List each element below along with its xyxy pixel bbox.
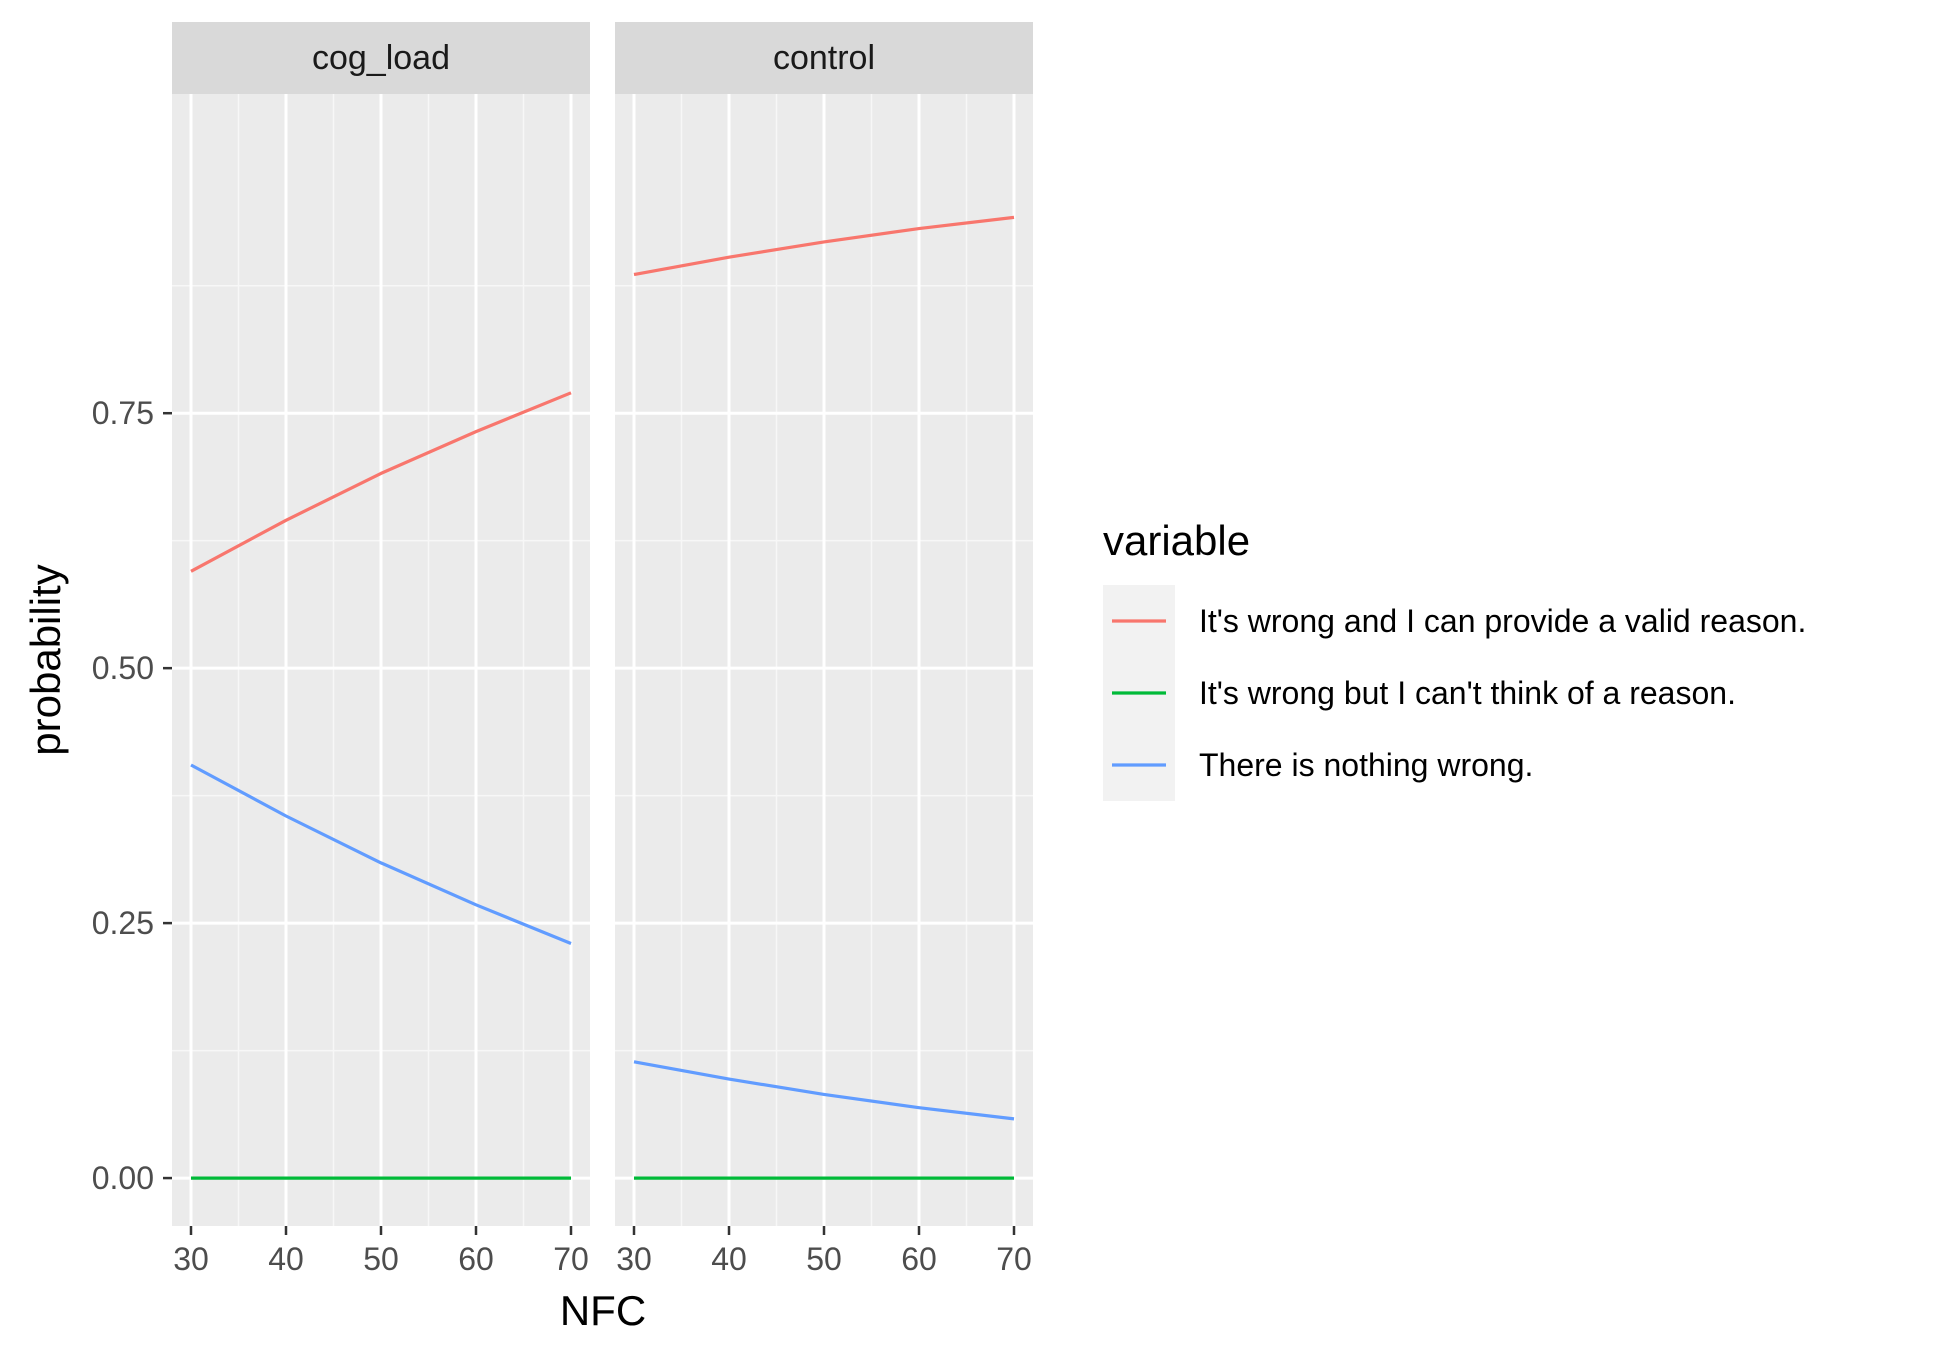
series-line-there-is-nothing-wrong [633,1060,1015,1121]
facet-strip-label: control [773,39,875,77]
x-tick-label: 40 [711,1241,747,1277]
x-tick-label: 70 [553,1241,589,1277]
panel-control: control 30 40 50 60 70 [615,22,1033,1277]
y-tick-label: 0.75 [92,395,154,431]
series-line-it-s-wrong-and-i-can-provide-a-valid-reason [633,215,1015,277]
y-tick-label: 0.25 [92,905,154,941]
series-line-it-s-wrong-and-i-can-provide-a-valid-reason [190,391,572,573]
x-tick-label: 60 [901,1241,937,1277]
facet-strip-label: cog_load [312,39,450,77]
facet-strip [172,22,590,94]
y-axis: 0.00 0.25 0.50 0.75 [92,395,172,1196]
x-tick-label: 30 [616,1241,652,1277]
legend-entry-label: It's wrong and I can provide a valid rea… [1199,603,1806,639]
y-tick-label: 0.00 [92,1160,154,1196]
x-tick-label: 30 [173,1241,209,1277]
y-axis-title: probability [22,564,69,755]
x-tick-label: 60 [458,1241,494,1277]
legend: variable It's wrong and I can provide a … [1103,517,1806,801]
y-tick-label: 0.50 [92,650,154,686]
x-axis-title: NFC [560,1287,646,1334]
facet-strip [615,22,1033,94]
panel-cog-load: cog_load 30 40 50 60 70 [172,22,590,1277]
legend-entry-label: It's wrong but I can't think of a reason… [1199,675,1736,711]
legend-entry-label: There is nothing wrong. [1199,747,1533,783]
x-tick-label: 50 [363,1241,399,1277]
legend-title: variable [1103,517,1250,564]
x-tick-label: 40 [268,1241,304,1277]
x-tick-label: 70 [996,1241,1032,1277]
chart-panels: cog_load 30 40 50 60 70 control 30 40 50 60 70 [172,22,1033,1277]
legend-items: It's wrong and I can provide a valid rea… [1112,603,1806,783]
series-line-there-is-nothing-wrong [190,763,572,945]
x-tick-label: 50 [806,1241,842,1277]
